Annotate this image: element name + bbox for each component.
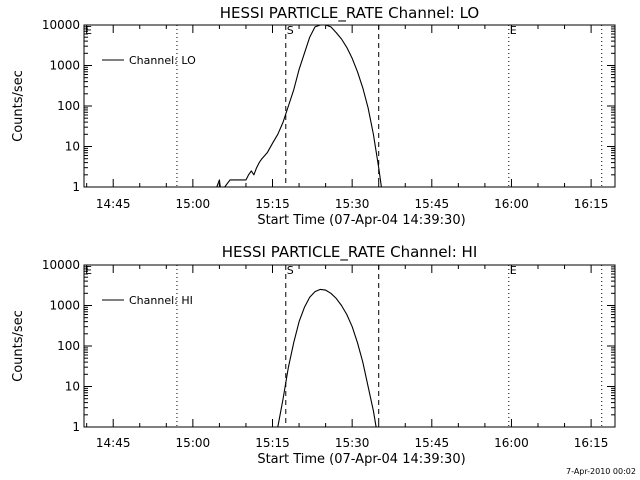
series-line-chart0 — [216, 24, 382, 188]
y-axis-label: Counts/sec — [11, 310, 26, 382]
y-tick-label: 10 — [65, 140, 80, 154]
x-tick-label: 15:00 — [176, 197, 211, 211]
chart-title: HESSI PARTICLE_RATE Channel: LO — [220, 4, 479, 23]
marker-label: E — [510, 24, 517, 37]
x-tick-label: 16:15 — [574, 197, 609, 211]
x-tick-label: 14:45 — [96, 197, 131, 211]
legend-label: Channel: LO — [129, 54, 196, 67]
x-tick-label: 15:30 — [335, 436, 370, 450]
marker-label: E — [510, 264, 517, 277]
marker-label: E — [85, 24, 92, 37]
y-tick-label: 100 — [57, 339, 80, 353]
y-tick-label: 1000 — [49, 299, 80, 313]
y-tick-label: 10000 — [42, 258, 80, 272]
x-tick-label: 15:30 — [335, 197, 370, 211]
plot-frame — [83, 264, 616, 428]
x-tick-label: 15:15 — [255, 436, 290, 450]
x-tick-label: 16:00 — [494, 197, 529, 211]
y-tick-label: 100 — [57, 99, 80, 113]
marker-label: S — [287, 264, 294, 277]
x-tick-label: 14:45 — [96, 436, 131, 450]
x-axis-label: Start Time (07-Apr-04 14:39:30) — [257, 452, 465, 467]
plot-hi: HESSI PARTICLE_RATE Channel: HI E S E 14:45 1… — [11, 243, 616, 467]
plot-lo: HESSI PARTICLE_RATE Channel: LO E S E 14:45 1… — [11, 4, 616, 228]
footer-timestamp: 7-Apr-2010 00:02 — [566, 467, 636, 476]
x-tick-label: 15:45 — [415, 436, 450, 450]
chart-title: HESSI PARTICLE_RATE Channel: HI — [222, 243, 478, 262]
y-axis-label: Counts/sec — [11, 70, 26, 142]
y-tick-label: 1 — [72, 420, 80, 434]
y-tick-label: 1 — [72, 180, 80, 194]
legend-label: Channel: HI — [129, 294, 193, 307]
x-tick-label: 15:45 — [415, 197, 450, 211]
y-tick-label: 10 — [65, 380, 80, 394]
x-tick-label: 16:00 — [494, 436, 529, 450]
x-axis-label: Start Time (07-Apr-04 14:39:30) — [257, 213, 465, 228]
x-tick-label: 16:15 — [574, 436, 609, 450]
y-tick-label: 1000 — [49, 59, 80, 73]
x-tick-label: 15:00 — [176, 436, 211, 450]
marker-label: E — [85, 264, 92, 277]
series-line-chart1 — [277, 288, 377, 428]
marker-label: S — [287, 24, 294, 37]
plot-frame — [83, 24, 616, 188]
y-tick-label: 10000 — [42, 18, 80, 32]
x-tick-label: 15:15 — [255, 197, 290, 211]
